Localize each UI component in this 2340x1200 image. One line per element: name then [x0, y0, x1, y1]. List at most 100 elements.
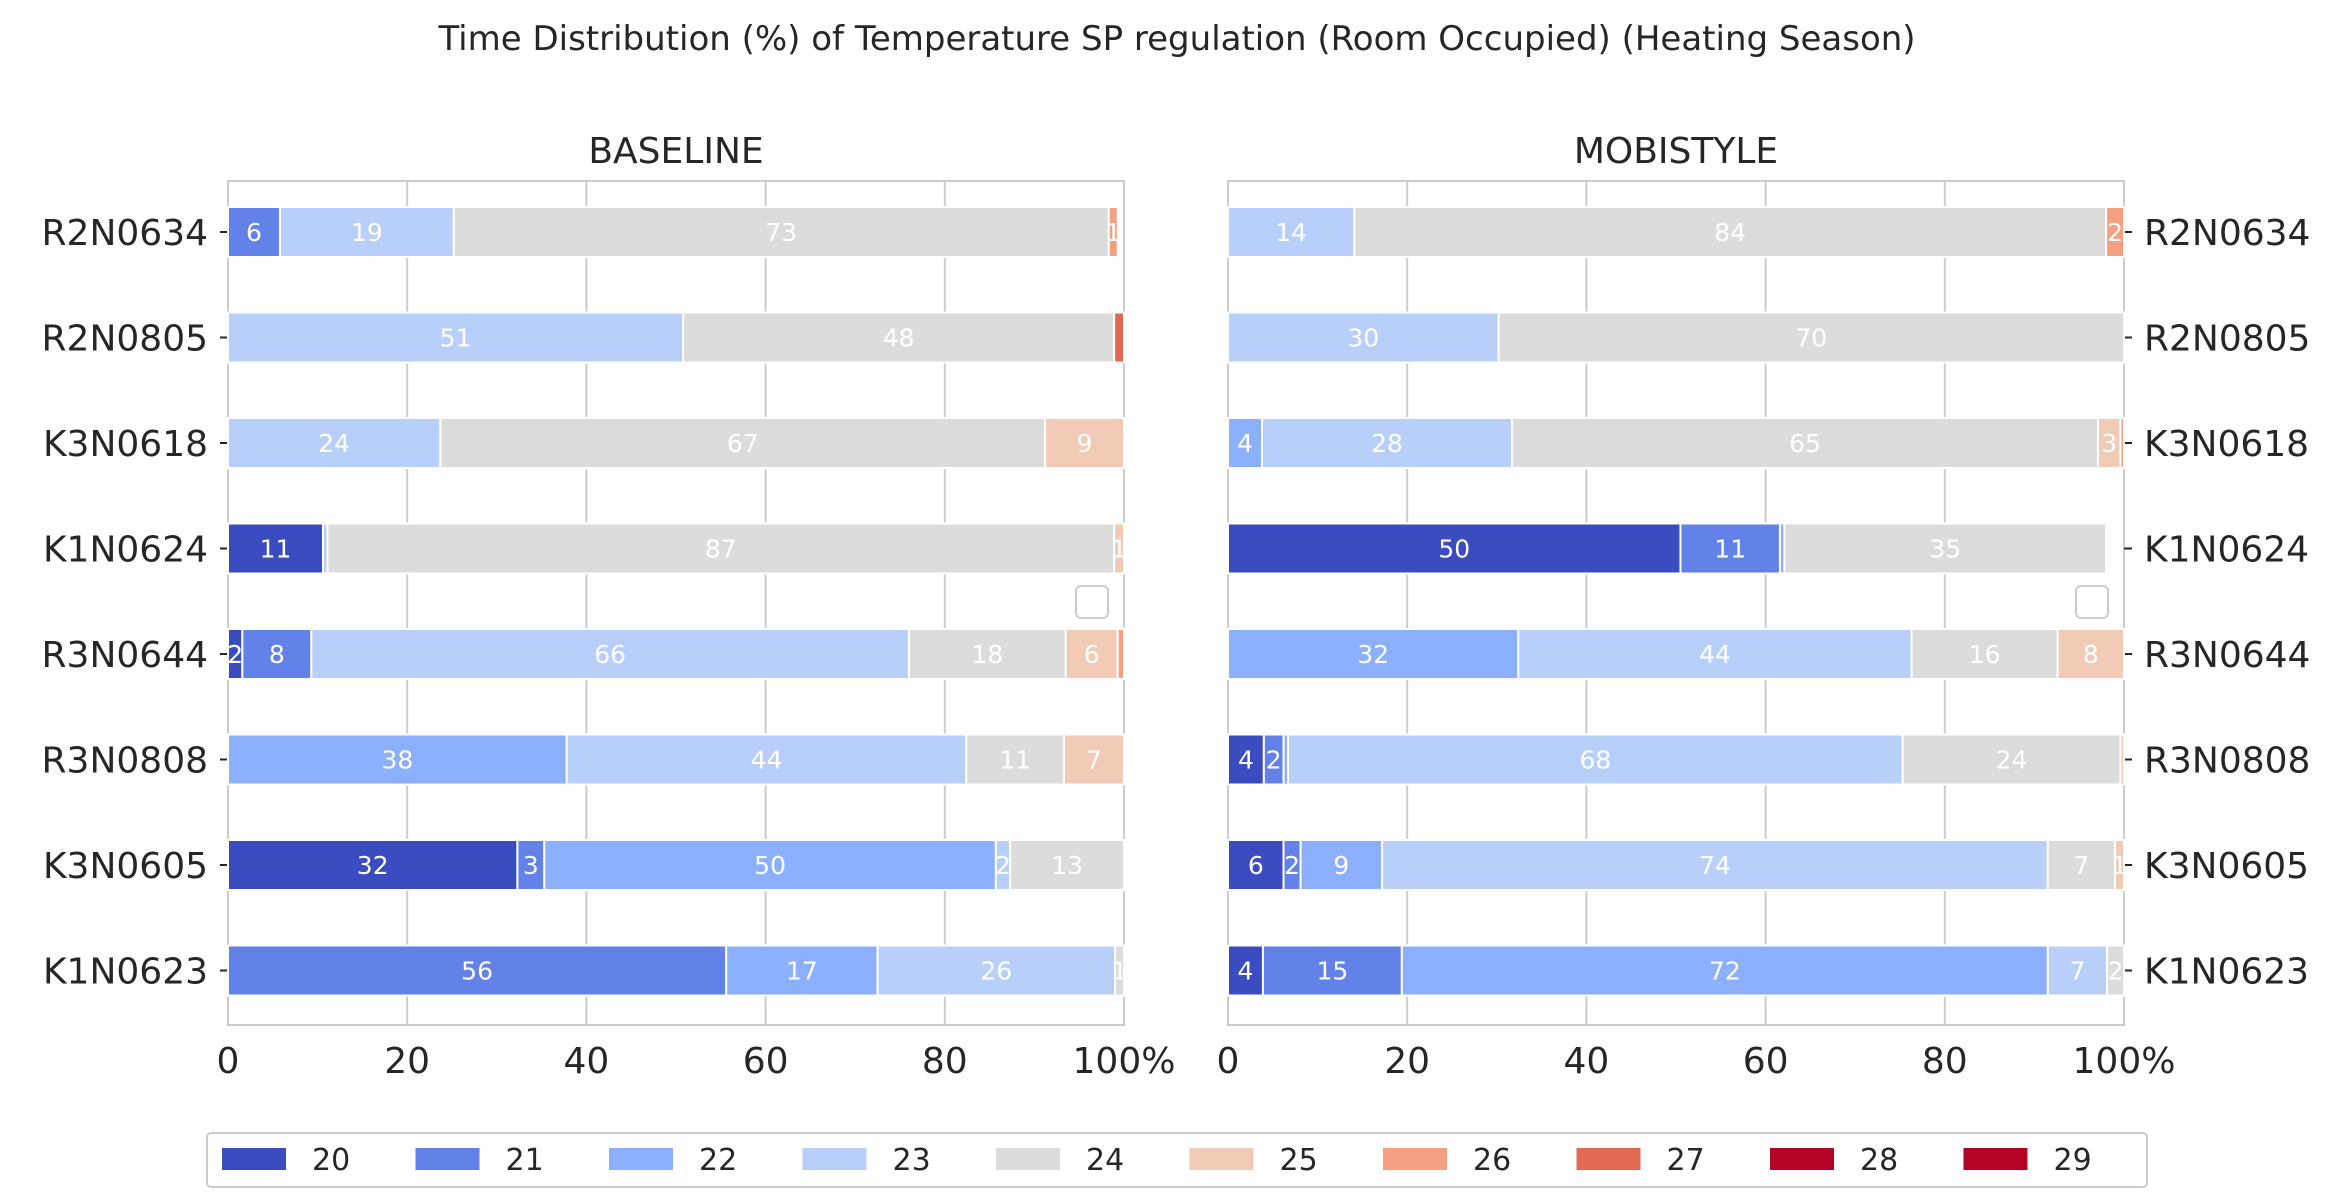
bar-segment — [1783, 522, 2108, 575]
chart-title: Time Distribution (%) of Temperature SP … — [437, 19, 1915, 59]
segment-value-label: 17 — [786, 957, 818, 986]
legend-label: 24 — [1086, 1143, 1124, 1178]
legend-frame — [206, 1132, 2148, 1188]
segment-value-label: 14 — [1275, 218, 1307, 247]
legend-label: 22 — [699, 1143, 737, 1178]
segment-value-label: 84 — [1714, 218, 1746, 247]
legend-swatch — [1963, 1148, 2028, 1170]
empty-legend-box — [2075, 585, 2109, 619]
x-tick-label: 60 — [743, 1041, 789, 1082]
legend-swatch — [1383, 1148, 1447, 1170]
segment-value-label: 9 — [1077, 429, 1093, 458]
segment-value-label: 50 — [754, 851, 786, 880]
segment-value-label: 11 — [1714, 535, 1746, 564]
segment-value-label: 87 — [705, 535, 737, 564]
legend-swatch — [1770, 1148, 1834, 1170]
segment-value-label: 3 — [2101, 429, 2117, 458]
y-tick-label: K3N0618 — [43, 424, 208, 465]
bar-segment — [1227, 522, 1682, 575]
y-tick-label: K1N0623 — [2144, 952, 2309, 993]
y-tick-label: K3N0605 — [43, 846, 208, 887]
bar-segment — [1062, 733, 1126, 786]
segment-value-label: 51 — [440, 324, 472, 353]
segment-value-label: 8 — [2083, 640, 2099, 669]
bar-segment — [1910, 628, 2059, 680]
legend-label: 21 — [506, 1143, 544, 1178]
bar-segment — [876, 944, 1117, 997]
segment-value-label: 8 — [269, 640, 285, 669]
segment-value-label: 11 — [260, 535, 292, 564]
bar-segment — [2119, 417, 2126, 469]
bar-segment — [227, 311, 685, 364]
y-tick-label: R3N0644 — [42, 635, 208, 676]
segment-value-label: 11 — [999, 746, 1031, 775]
y-tick-label: R3N0644 — [2144, 635, 2310, 676]
legend-swatch — [609, 1148, 673, 1170]
bar-segment — [965, 733, 1065, 786]
segment-value-label: 2 — [995, 851, 1011, 880]
bar-segment — [1299, 839, 1384, 891]
bar-segment — [1511, 417, 2100, 469]
bar-segment — [1044, 417, 1125, 469]
segment-value-label: 66 — [594, 640, 626, 669]
bar-segment — [452, 206, 1110, 258]
legend: 20 21 22 23 24 25 26 27 28 29 — [206, 1132, 2148, 1188]
bar-segment — [907, 628, 1067, 680]
x-tick-label: 40 — [563, 1041, 609, 1082]
segment-value-label: 48 — [883, 324, 915, 353]
bar-segment — [227, 839, 519, 891]
segment-value-label: 1 — [1105, 218, 1121, 247]
segment-value-label: 2 — [1266, 746, 1282, 775]
x-tick-label: 100% — [2073, 1041, 2176, 1082]
segment-value-label: 13 — [1051, 851, 1083, 880]
segment-value-label: 35 — [1929, 535, 1961, 564]
legend-swatch — [415, 1148, 480, 1170]
segment-value-label: 7 — [2069, 957, 2085, 986]
bar-segment — [2119, 733, 2126, 786]
legend-swatch — [1576, 1148, 1641, 1170]
segment-value-label: 4 — [1238, 957, 1254, 986]
bar-segment — [227, 206, 281, 258]
segment-value-label: 7 — [1086, 746, 1102, 775]
legend-label: 25 — [1280, 1143, 1318, 1178]
segment-value-label: 7 — [2073, 851, 2089, 880]
plot-area — [1227, 180, 2125, 1026]
bar-segment — [1400, 944, 2049, 997]
segment-value-label: 32 — [357, 851, 389, 880]
legend-label: 29 — [2054, 1143, 2092, 1178]
bar-segment — [439, 417, 1047, 469]
segment-value-label: 32 — [1357, 640, 1389, 669]
legend-label: 28 — [1860, 1143, 1898, 1178]
y-tick-label: K3N0605 — [2144, 846, 2309, 887]
y-tick-label: R2N0805 — [2144, 319, 2310, 360]
bar-segment — [1353, 206, 2108, 258]
legend-swatch — [996, 1148, 1060, 1170]
bar-segment — [1114, 944, 1126, 997]
bar-segment — [1116, 628, 1126, 680]
bar-segment — [682, 311, 1116, 364]
segment-value-label: 73 — [765, 218, 797, 247]
legend-label: 20 — [312, 1143, 350, 1178]
empty-legend-box — [1075, 585, 1109, 619]
segment-value-label: 4 — [1237, 429, 1253, 458]
panel-title: MOBISTYLE — [1574, 131, 1778, 172]
segment-value-label: 2 — [227, 640, 243, 669]
y-tick-label: K1N0624 — [2144, 530, 2309, 571]
segment-value-label: 1 — [1111, 535, 1127, 564]
y-tick-label: R3N0808 — [2144, 741, 2310, 782]
segment-value-label: 56 — [461, 957, 493, 986]
segment-value-label: 70 — [1795, 324, 1827, 353]
bar-segment — [1113, 311, 1126, 364]
segment-value-label: 6 — [1248, 851, 1264, 880]
legend-label: 27 — [1667, 1143, 1705, 1178]
x-tick-label: 100% — [1073, 1041, 1176, 1082]
bar-segment — [1227, 733, 1265, 786]
y-tick-label: K1N0624 — [43, 530, 208, 571]
x-tick-label: 80 — [922, 1041, 968, 1082]
segment-value-label: 18 — [971, 640, 1003, 669]
bar-segment — [725, 944, 879, 997]
bar-segment — [1227, 417, 1264, 469]
segment-value-label: 28 — [1371, 429, 1403, 458]
segment-value-label: 1 — [1112, 957, 1128, 986]
